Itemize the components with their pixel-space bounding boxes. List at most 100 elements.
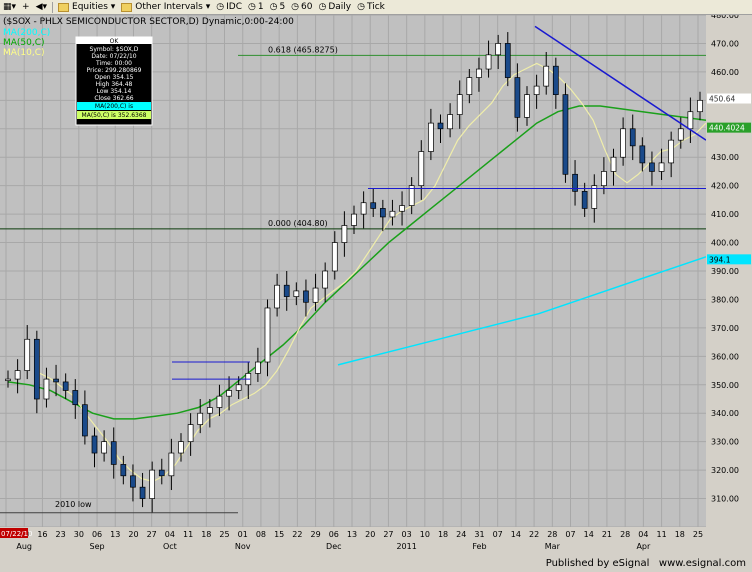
candle-body xyxy=(581,191,588,209)
candle-body xyxy=(33,338,40,400)
y-tick-label: 360.00 xyxy=(711,352,739,361)
x-tick-label: 28 xyxy=(547,530,557,539)
resistance-trendline xyxy=(534,25,707,141)
fib-618-label: 0.618 (465.8275) xyxy=(268,45,338,54)
x-tick-label: 11 xyxy=(656,530,666,539)
x-axis: 0209162330061320270411182501081522290613… xyxy=(0,527,752,557)
x-tick-label: 22 xyxy=(292,530,302,539)
y-tick-label: 370.00 xyxy=(711,324,739,333)
x-tick-label: 11 xyxy=(183,530,193,539)
candle-body xyxy=(687,111,694,130)
candle-body xyxy=(303,290,309,303)
interval-5-button[interactable]: ◷ 5 xyxy=(269,2,286,12)
candle-body xyxy=(139,486,146,499)
x-tick-label: 06 xyxy=(92,530,102,539)
candle-body xyxy=(312,287,319,303)
x-month-label: Sep xyxy=(90,542,105,551)
y-tick-label: 350.00 xyxy=(711,381,739,390)
ma50-line xyxy=(7,105,707,420)
y-axis-bg xyxy=(706,15,752,557)
x-tick-label: 14 xyxy=(584,530,594,539)
candle-body xyxy=(322,270,329,289)
x-axis-bg xyxy=(0,527,752,557)
candle-body xyxy=(591,185,598,209)
x-month-label: Mar xyxy=(545,542,561,551)
candle-body xyxy=(82,404,88,437)
fib-000-label: 0.000 (404.80) xyxy=(268,219,328,228)
y-tick-label: 430.00 xyxy=(711,153,739,162)
start-date-label: 07/22/10 xyxy=(1,530,32,538)
x-tick-label: 20 xyxy=(365,530,375,539)
candle-body xyxy=(629,128,636,147)
y-tick-label: 340.00 xyxy=(711,409,739,418)
tooltip-ma50: MA(50,C) is 352.6368 xyxy=(82,112,147,119)
candle-body xyxy=(158,469,165,477)
y-tick-label: 410.00 xyxy=(711,210,739,219)
x-tick-label: 30 xyxy=(74,530,84,539)
x-tick-label: 22 xyxy=(529,530,539,539)
interval-daily-button[interactable]: ◷ Daily xyxy=(318,2,352,12)
tooltip-row: Close 362.66 xyxy=(94,95,133,102)
published-by-text: Published by eSignal xyxy=(545,558,650,569)
x-tick-label: 07 xyxy=(493,530,503,539)
tooltip-header: OK xyxy=(110,38,120,45)
x-tick-label: 20 xyxy=(128,530,138,539)
candle-body xyxy=(206,407,213,414)
candle-body xyxy=(601,171,607,187)
website-text: www.esignal.com xyxy=(658,558,746,569)
interval-60-button[interactable]: ◷ 60 xyxy=(291,2,313,12)
last-price-tag-bg xyxy=(707,93,751,104)
other-intervals-menu[interactable]: Other Intervals ▾ xyxy=(118,0,213,14)
candle-body xyxy=(351,213,357,226)
x-tick-label: 13 xyxy=(110,530,120,539)
chart-area[interactable]: 0.618 (465.8275) 0.000 (404.80) 2010 low … xyxy=(0,11,752,557)
ma200-value-tag-bg xyxy=(707,254,751,265)
candle-body xyxy=(408,185,415,206)
candle-body xyxy=(562,94,569,175)
back-icon[interactable]: ◀▾ xyxy=(35,2,48,12)
candle-body xyxy=(360,202,367,215)
interval-1-button[interactable]: ◷ 1 xyxy=(247,2,264,12)
folder-icon xyxy=(121,2,133,12)
ma200-value-tag: 394.1 xyxy=(709,255,731,264)
x-month-label: Dec xyxy=(326,542,341,551)
x-month-label: Oct xyxy=(163,542,177,551)
ma50-label: MA(50,C) xyxy=(3,38,45,48)
grid-lines xyxy=(0,14,706,528)
candle-body xyxy=(668,139,675,164)
idc-button[interactable]: ◷ IDC xyxy=(216,2,242,12)
candle-body xyxy=(283,284,290,297)
x-tick-label: 31 xyxy=(474,530,484,539)
clock-icon: ◷ xyxy=(269,2,278,12)
price-chart[interactable]: 0.618 (465.8275)0.000 (404.80) 2010 low … xyxy=(0,11,752,557)
candle-body xyxy=(476,68,482,78)
candle-body xyxy=(620,128,626,158)
candle-body xyxy=(456,94,463,115)
tooltip-row: Low 354.14 xyxy=(97,88,132,95)
x-tick-label: 01 xyxy=(238,530,248,539)
interval-tick-button[interactable]: ◷ Tick xyxy=(357,2,385,12)
candle-body xyxy=(649,162,655,172)
candle-body xyxy=(447,114,453,130)
candle-body xyxy=(639,145,646,164)
candle-body xyxy=(110,441,117,465)
clock-icon: ◷ xyxy=(216,2,225,12)
candle-body xyxy=(514,77,521,118)
candle-body xyxy=(697,99,703,113)
candle-body xyxy=(226,390,232,397)
x-month-label: Apr xyxy=(636,542,651,551)
candle-body xyxy=(14,370,21,380)
candle-body xyxy=(341,225,348,243)
add-icon[interactable]: + xyxy=(22,2,30,12)
ma10-label: MA(10,C) xyxy=(3,48,45,58)
x-tick-label: 13 xyxy=(347,530,357,539)
equities-menu[interactable]: Equities ▾ xyxy=(55,0,118,14)
x-month-label: Nov xyxy=(235,542,251,551)
y-tick-label: 320.00 xyxy=(711,466,739,475)
x-tick-label: 28 xyxy=(620,530,630,539)
tooltip-row: High 364.48 xyxy=(96,81,133,88)
chart-type-icon[interactable]: ▦▾ xyxy=(3,2,17,12)
clock-icon: ◷ xyxy=(318,2,327,12)
candle-body xyxy=(572,173,578,192)
candle-body xyxy=(370,202,377,209)
